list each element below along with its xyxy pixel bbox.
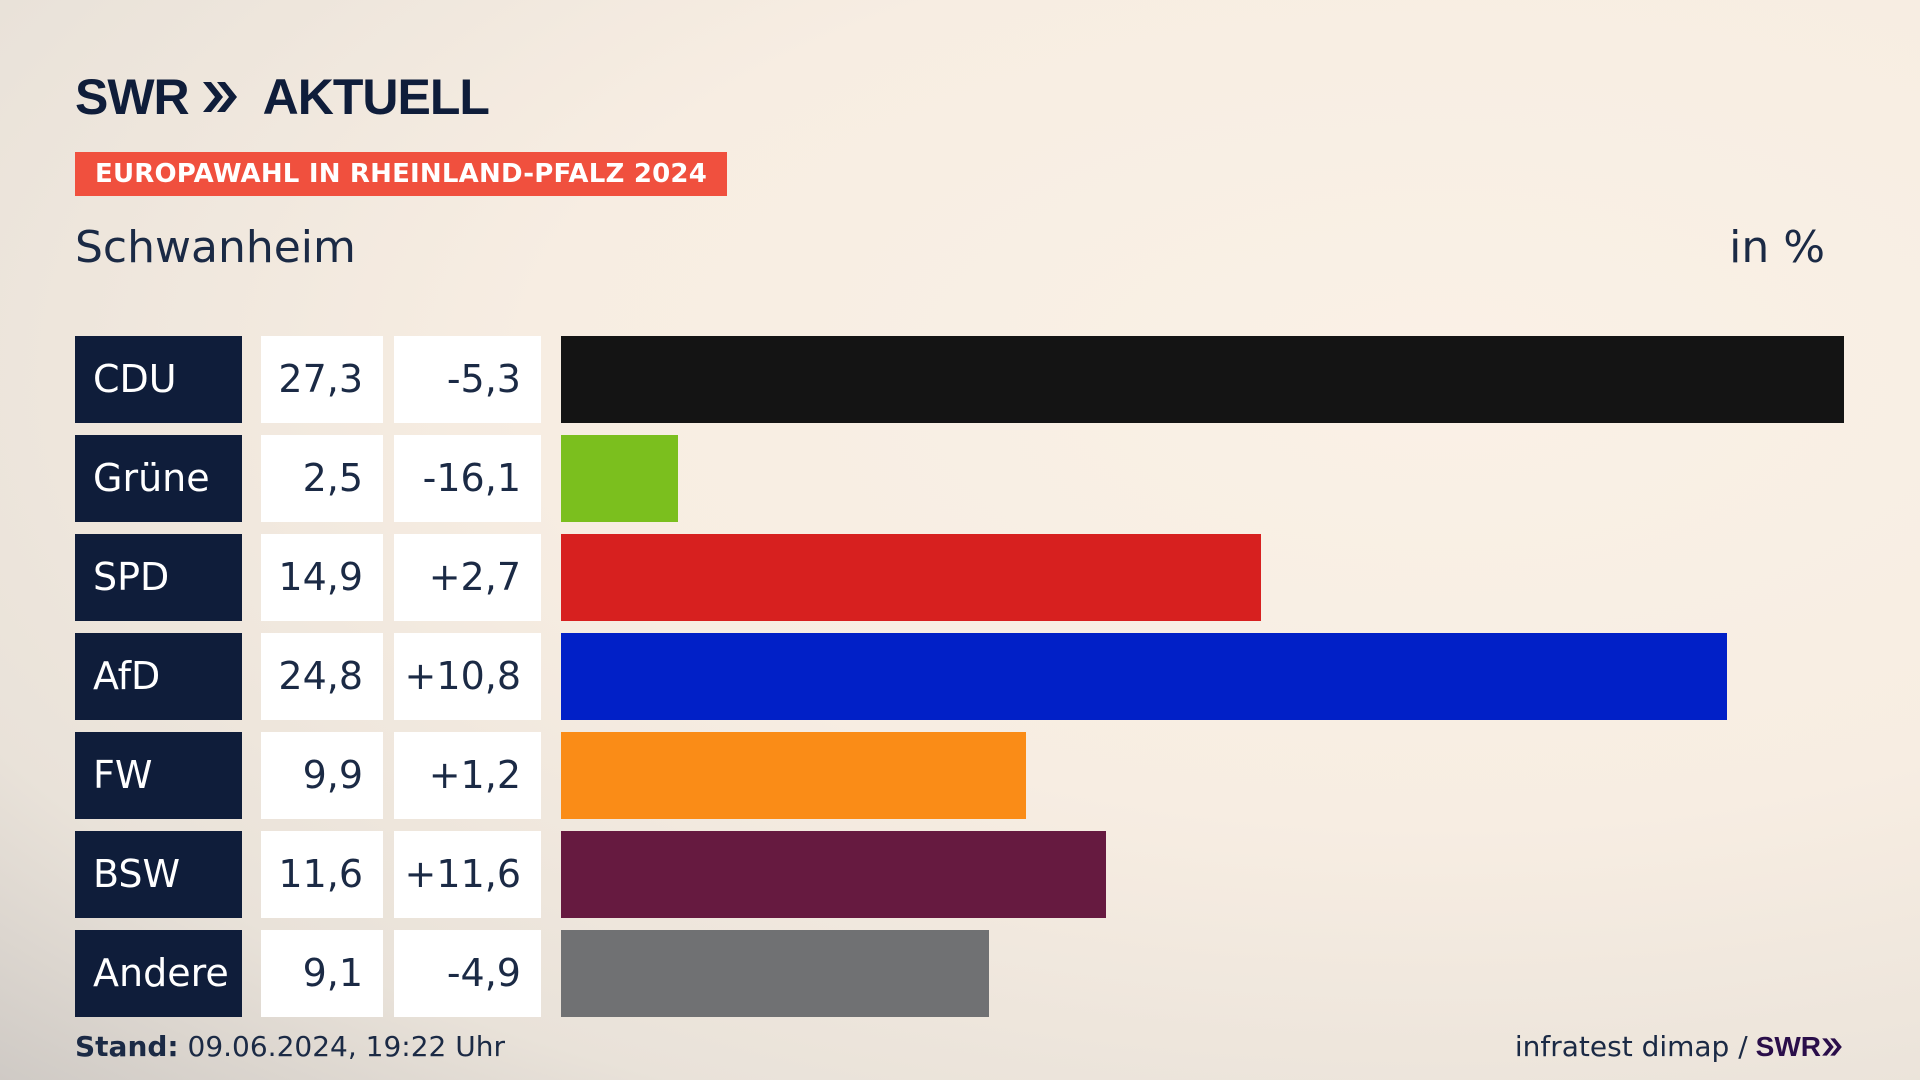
party-label: CDU bbox=[75, 336, 242, 423]
party-label: BSW bbox=[75, 831, 242, 918]
double-chevron-small-icon bbox=[1822, 1037, 1842, 1056]
swr-aktuell-logo: SWR AKTUELL bbox=[75, 68, 490, 126]
party-label: AfD bbox=[75, 633, 242, 720]
bar bbox=[561, 732, 1026, 819]
logo-swr-text: SWR bbox=[75, 69, 190, 125]
party-label: Andere bbox=[75, 930, 242, 1017]
swr-small-logo: SWR bbox=[1756, 1031, 1843, 1063]
vote-share-label: 24,8 bbox=[261, 633, 383, 720]
place-title: Schwanheim bbox=[75, 222, 356, 273]
change-label: +11,6 bbox=[394, 831, 541, 918]
source-text: infratest dimap / bbox=[1514, 1030, 1748, 1063]
election-tag: EUROPAWAHL IN RHEINLAND-PFALZ 2024 bbox=[75, 152, 727, 196]
unit-label: in % bbox=[1729, 222, 1825, 273]
vote-share-label: 2,5 bbox=[261, 435, 383, 522]
bar bbox=[561, 435, 678, 522]
change-label: +2,7 bbox=[394, 534, 541, 621]
bar bbox=[561, 534, 1261, 621]
stand-label: Stand: bbox=[75, 1030, 179, 1063]
vote-share-label: 9,9 bbox=[261, 732, 383, 819]
timestamp: Stand: 09.06.2024, 19:22 Uhr bbox=[75, 1030, 505, 1063]
vote-share-label: 11,6 bbox=[261, 831, 383, 918]
change-label: -16,1 bbox=[394, 435, 541, 522]
change-label: +1,2 bbox=[394, 732, 541, 819]
bar bbox=[561, 336, 1844, 423]
double-chevron-icon bbox=[201, 80, 239, 114]
party-label: Grüne bbox=[75, 435, 242, 522]
change-label: +10,8 bbox=[394, 633, 541, 720]
stand-value: 09.06.2024, 19:22 Uhr bbox=[178, 1030, 505, 1063]
logo-aktuell-text: AKTUELL bbox=[262, 69, 490, 125]
change-label: -4,9 bbox=[394, 930, 541, 1017]
swr-small-text: SWR bbox=[1755, 1030, 1821, 1062]
vote-share-label: 9,1 bbox=[261, 930, 383, 1017]
party-label: SPD bbox=[75, 534, 242, 621]
change-label: -5,3 bbox=[394, 336, 541, 423]
bar bbox=[561, 633, 1727, 720]
source-credit: infratest dimap / SWR bbox=[1515, 1030, 1843, 1063]
vote-share-label: 27,3 bbox=[261, 336, 383, 423]
party-label: FW bbox=[75, 732, 242, 819]
vote-share-label: 14,9 bbox=[261, 534, 383, 621]
bar bbox=[561, 831, 1106, 918]
bar bbox=[561, 930, 989, 1017]
